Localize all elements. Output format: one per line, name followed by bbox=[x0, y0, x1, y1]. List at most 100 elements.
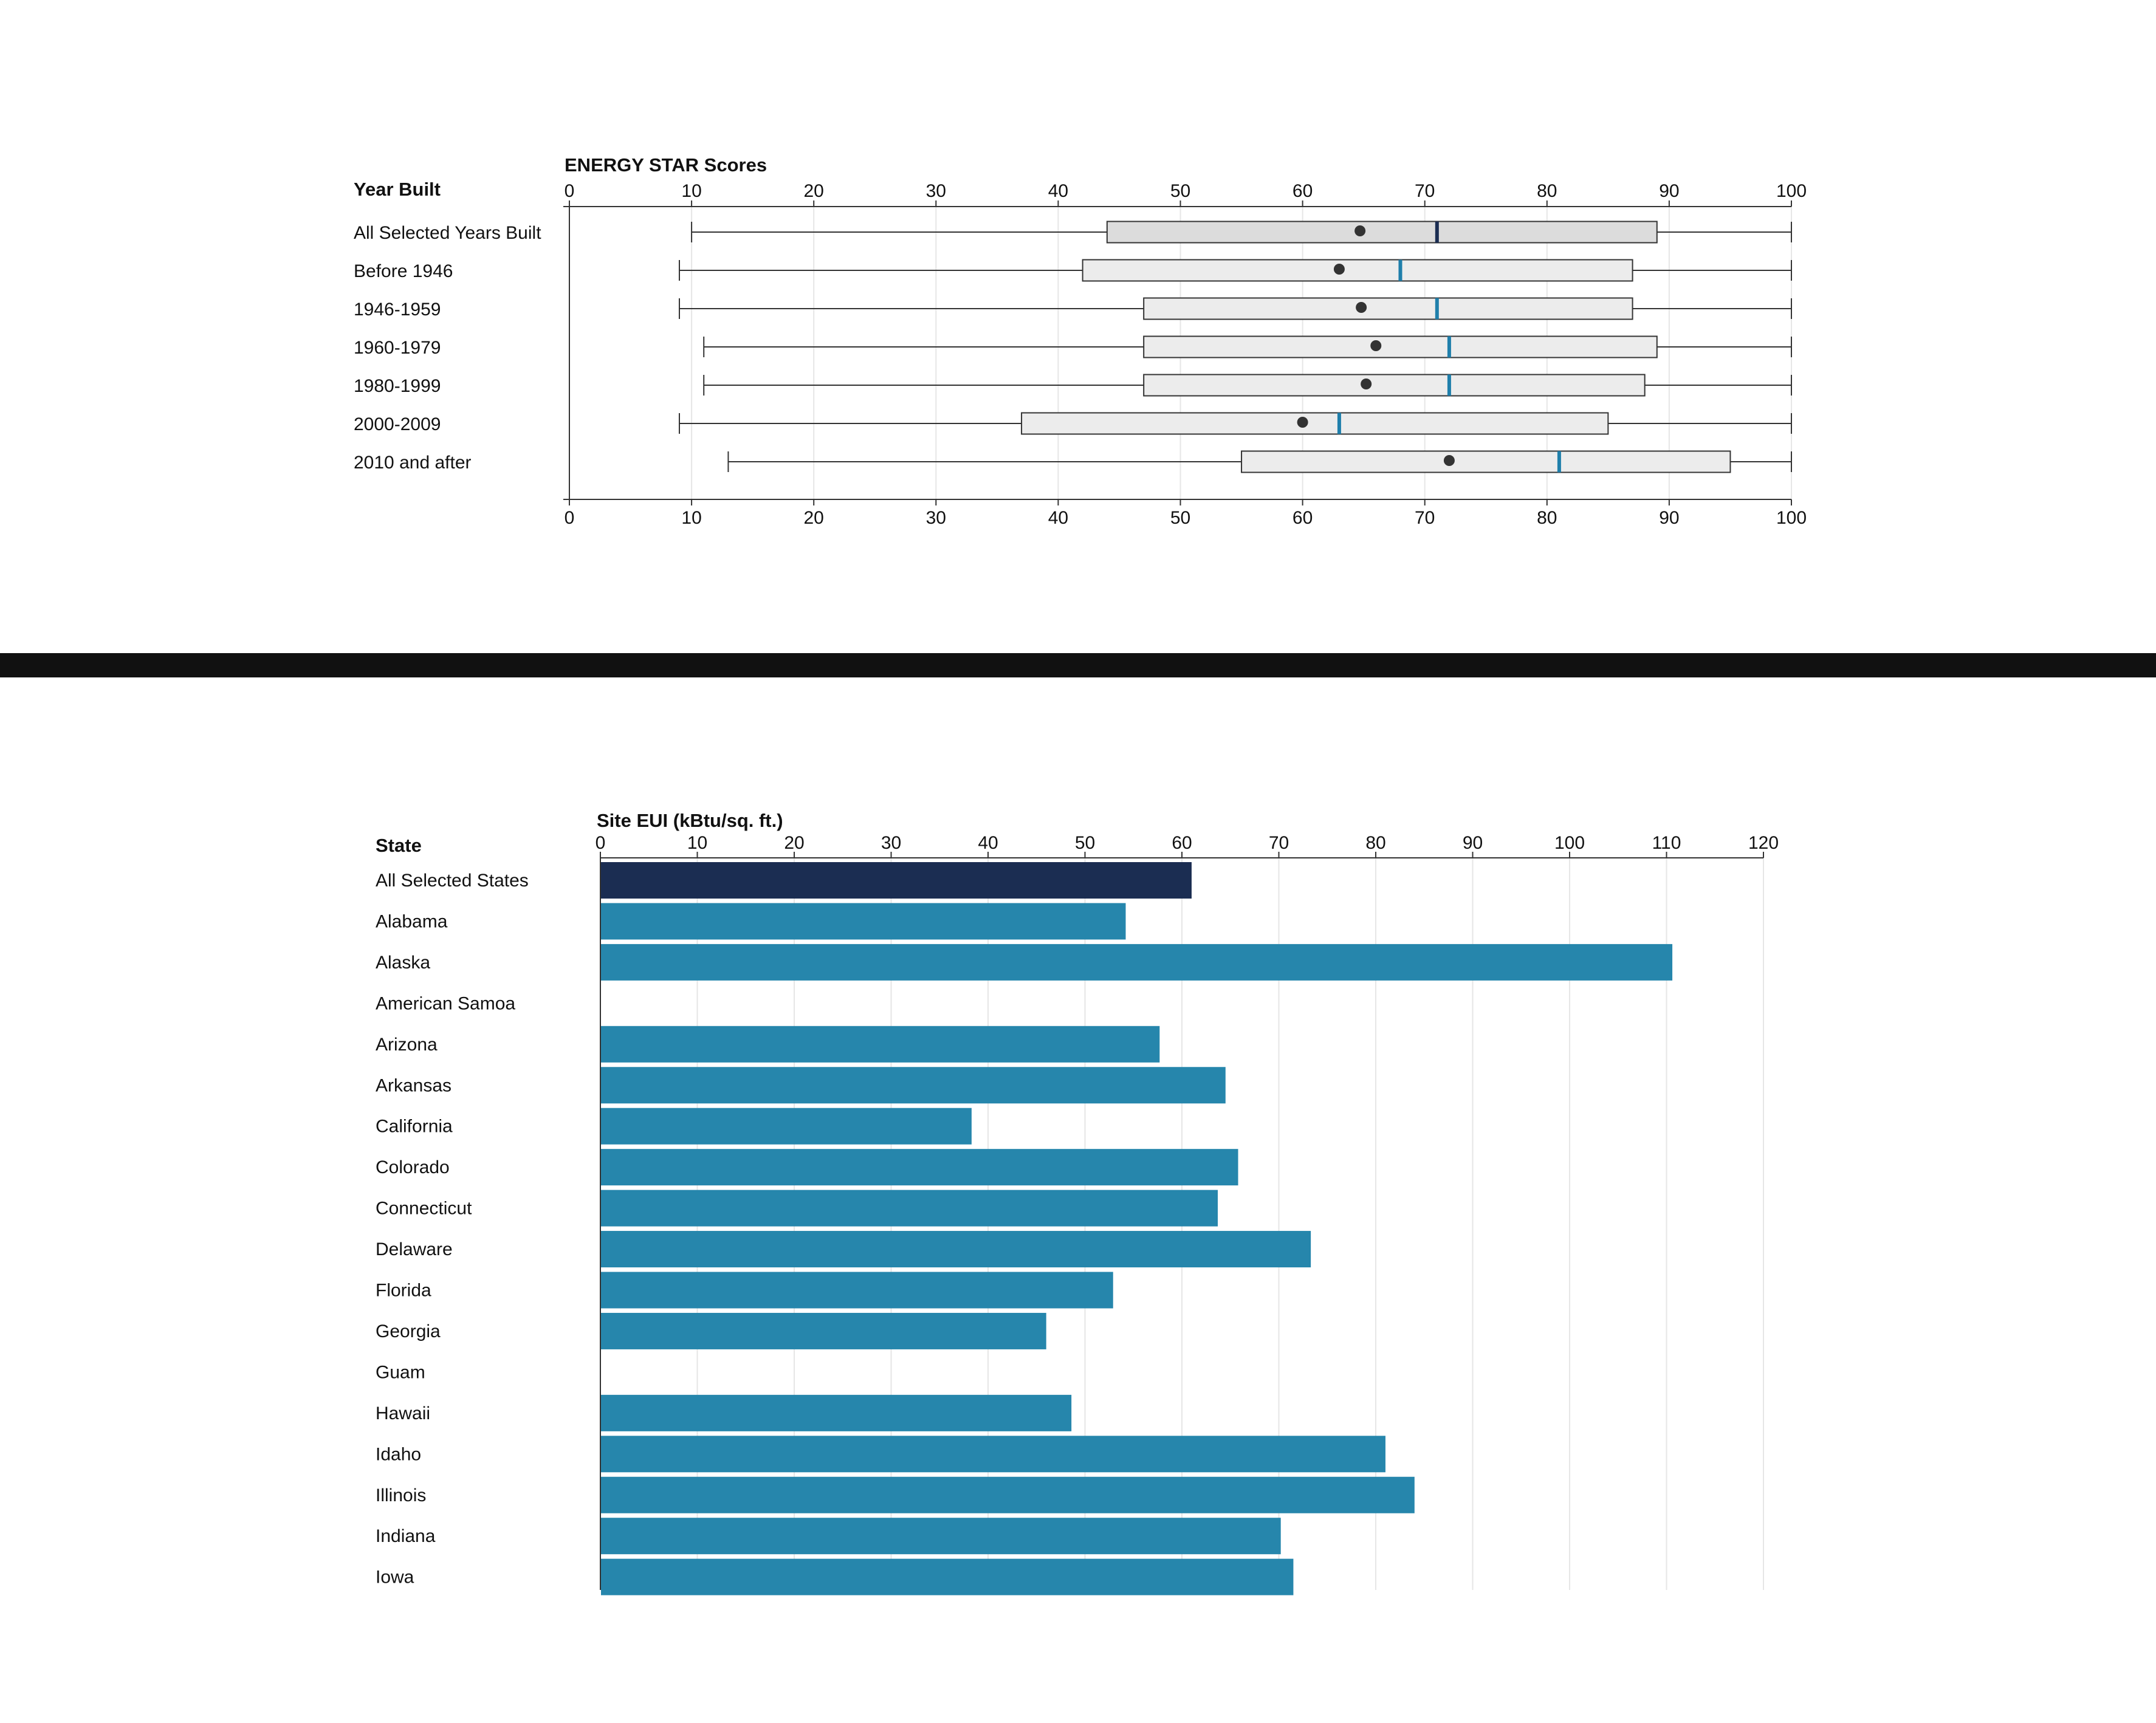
row-label: Alaska bbox=[376, 953, 430, 973]
bar-row: Colorado bbox=[376, 1149, 1238, 1186]
bar bbox=[601, 1272, 1113, 1309]
row-label: Before 1946 bbox=[354, 261, 453, 281]
mean-dot bbox=[1354, 225, 1366, 236]
tick-label-bottom: 100 bbox=[1776, 508, 1807, 528]
bar bbox=[601, 1394, 1072, 1431]
tick-label-top: 60 bbox=[1293, 181, 1313, 201]
iqr-box bbox=[1021, 412, 1609, 435]
chart-title: Site EUI (kBtu/sq. ft.) bbox=[597, 810, 783, 831]
tick-label: 10 bbox=[687, 833, 707, 853]
mean-dot bbox=[1333, 264, 1345, 275]
bar bbox=[601, 1190, 1218, 1227]
bar-row: American Samoa bbox=[376, 993, 515, 1013]
bar-row: Iowa bbox=[376, 1558, 1294, 1595]
tick-label-bottom: 90 bbox=[1659, 508, 1679, 528]
row-label: Connecticut bbox=[376, 1199, 472, 1219]
row-label: 1980-1999 bbox=[354, 376, 441, 396]
row-label: Alabama bbox=[376, 911, 448, 931]
tick-label: 60 bbox=[1172, 833, 1192, 853]
mean-dot bbox=[1297, 417, 1308, 428]
bar-row: All Selected States bbox=[376, 862, 1192, 899]
tick-label-bottom: 60 bbox=[1293, 508, 1313, 528]
bar bbox=[601, 944, 1673, 981]
row-label: All Selected States bbox=[376, 871, 529, 891]
box-row: 1960-1979 bbox=[354, 335, 1792, 358]
tick-label-top: 0 bbox=[565, 181, 575, 201]
bar-row: Alabama bbox=[376, 903, 1126, 940]
chart-title: ENERGY STAR Scores bbox=[565, 154, 767, 176]
tick-label: 100 bbox=[1554, 833, 1585, 853]
tick-label: 70 bbox=[1269, 833, 1289, 853]
tick-label-top: 30 bbox=[926, 181, 946, 201]
tick-label-top: 90 bbox=[1659, 181, 1679, 201]
row-label: Georgia bbox=[376, 1321, 441, 1341]
tick-label-top: 40 bbox=[1048, 181, 1068, 201]
row-label: Guam bbox=[376, 1362, 425, 1382]
bar-row: Illinois bbox=[376, 1476, 1415, 1513]
iqr-box bbox=[1106, 221, 1658, 244]
bar bbox=[601, 1231, 1311, 1268]
row-label: Hawaii bbox=[376, 1403, 430, 1423]
tick-label: 110 bbox=[1652, 833, 1681, 853]
tick-label: 20 bbox=[784, 833, 804, 853]
tick-label-bottom: 30 bbox=[926, 508, 946, 528]
tick-label-bottom: 80 bbox=[1537, 508, 1557, 528]
box-row: 2010 and after bbox=[354, 450, 1792, 473]
energy-star-boxplot-chart: ENERGY STAR Scores Year Built 0 0 10 10 20 20… bbox=[354, 154, 1807, 528]
bar-row: California bbox=[376, 1108, 972, 1145]
row-label: Florida bbox=[376, 1281, 431, 1301]
row-label: All Selected Years Built bbox=[354, 223, 541, 243]
bar bbox=[601, 1108, 972, 1145]
tick-label-top: 10 bbox=[681, 181, 701, 201]
bar-row: Delaware bbox=[376, 1231, 1311, 1268]
bar-row: Indiana bbox=[376, 1518, 1281, 1555]
bar-row: Arizona bbox=[376, 1026, 1160, 1063]
iqr-box bbox=[1143, 335, 1658, 358]
bar-row: Georgia bbox=[376, 1312, 1046, 1349]
tick-label-top: 100 bbox=[1776, 181, 1807, 201]
bar-row: Connecticut bbox=[376, 1190, 1218, 1227]
tick-label: 80 bbox=[1365, 833, 1385, 853]
row-label: 1946-1959 bbox=[354, 300, 441, 320]
box-row: All Selected Years Built bbox=[354, 221, 1792, 244]
tick-label-bottom: 40 bbox=[1048, 508, 1068, 528]
row-label: Arizona bbox=[376, 1035, 438, 1055]
iqr-box bbox=[1082, 259, 1633, 282]
tick-label-top: 70 bbox=[1415, 181, 1435, 201]
bar bbox=[601, 1518, 1281, 1555]
tick-label-bottom: 70 bbox=[1415, 508, 1435, 528]
row-label: Arkansas bbox=[376, 1075, 451, 1095]
row-label: 2010 and after bbox=[354, 453, 472, 473]
row-header: State bbox=[376, 835, 422, 856]
bar-panel: Site EUI (kBtu/sq. ft.) State 0 10 20 30 40 5… bbox=[0, 677, 2156, 1723]
iqr-box bbox=[1143, 374, 1646, 397]
bar bbox=[601, 1312, 1046, 1349]
row-label: Indiana bbox=[376, 1526, 436, 1546]
bar bbox=[601, 903, 1126, 940]
row-label: Illinois bbox=[376, 1485, 426, 1505]
bar bbox=[601, 1476, 1415, 1513]
tick-label-bottom: 10 bbox=[681, 508, 701, 528]
mean-dot bbox=[1370, 340, 1382, 351]
bar bbox=[601, 1558, 1294, 1595]
mean-dot bbox=[1443, 455, 1455, 466]
box-row: 1980-1999 bbox=[354, 374, 1792, 397]
row-label: Colorado bbox=[376, 1157, 450, 1177]
row-label: California bbox=[376, 1117, 453, 1137]
bar bbox=[601, 1149, 1238, 1186]
tick-label-bottom: 50 bbox=[1170, 508, 1190, 528]
mean-dot bbox=[1356, 302, 1367, 313]
tick-label-top: 20 bbox=[804, 181, 824, 201]
iqr-box bbox=[1241, 450, 1731, 473]
box-row: Before 1946 bbox=[354, 259, 1792, 282]
bar-row: Hawaii bbox=[376, 1394, 1072, 1431]
bar-row: Guam bbox=[376, 1362, 425, 1382]
row-label: Delaware bbox=[376, 1239, 453, 1259]
tick-label: 30 bbox=[881, 833, 901, 853]
bar bbox=[601, 1026, 1160, 1063]
site-eui-bar-chart: Site EUI (kBtu/sq. ft.) State 0 10 20 30 40 5… bbox=[376, 810, 1779, 1595]
bar bbox=[601, 862, 1192, 899]
bar bbox=[601, 1067, 1226, 1104]
tick-label: 40 bbox=[978, 833, 998, 853]
section-divider bbox=[0, 653, 2156, 677]
